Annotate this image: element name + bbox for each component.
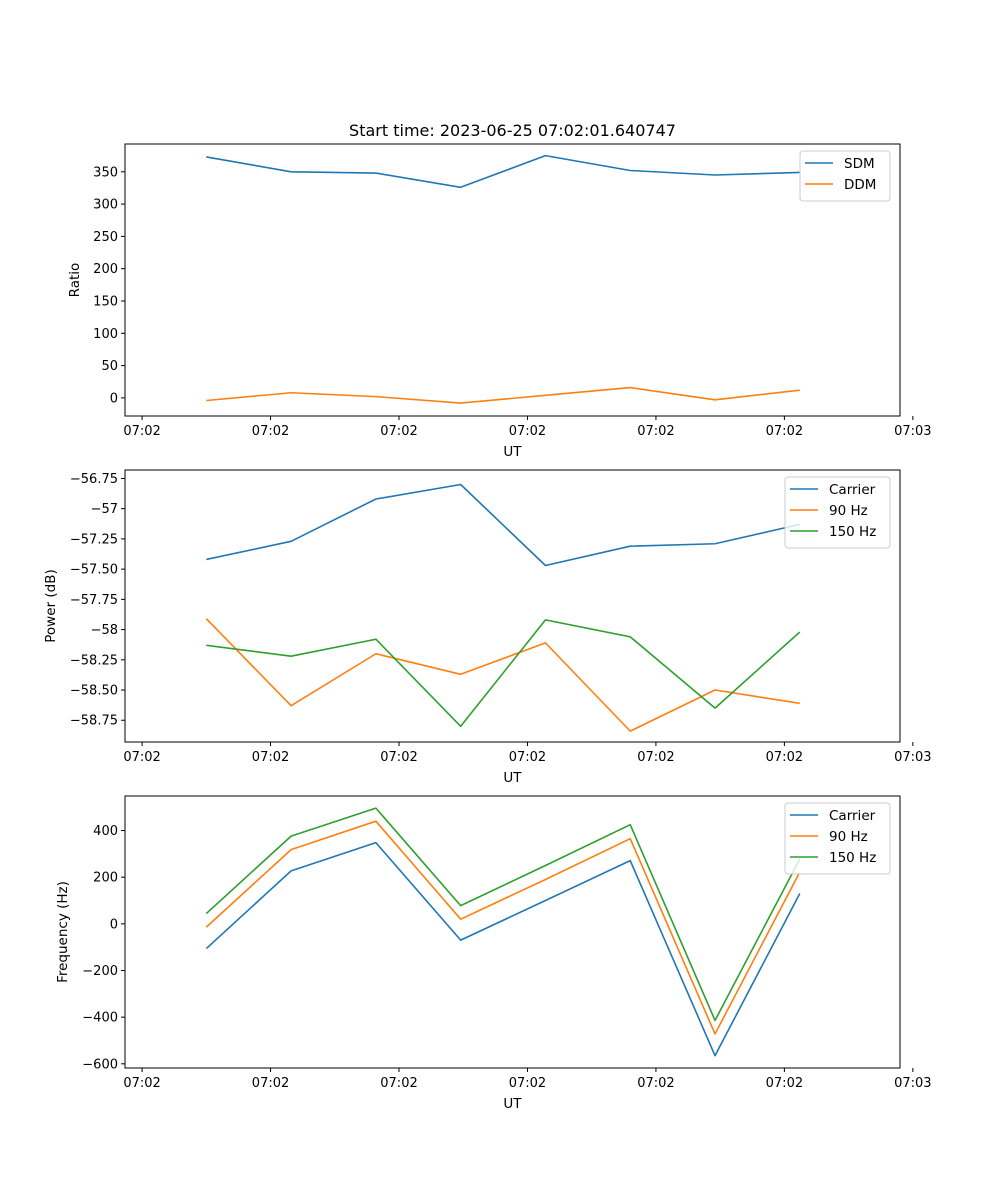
x-tick-label: 07:02 xyxy=(637,1076,674,1091)
y-axis-label: Ratio xyxy=(67,263,83,298)
series-lines xyxy=(205,483,801,732)
y-tick-label: 400 xyxy=(93,824,118,839)
y-tick-label: −58.25 xyxy=(70,653,118,668)
series-lines xyxy=(206,154,800,404)
y-tick-label: 50 xyxy=(101,359,118,374)
x-tick-label: 07:02 xyxy=(380,1076,417,1091)
x-axis-label: UT xyxy=(503,444,522,460)
y-tick-label: 200 xyxy=(93,262,118,277)
figure-title: Start time: 2023-06-25 07:02:01.640747 xyxy=(349,121,676,140)
x-tick-label: 07:02 xyxy=(380,424,417,439)
legend: Carrier 90 Hz 150 Hz xyxy=(784,476,891,549)
y-tick-label: −57.75 xyxy=(70,593,118,608)
y-tick-label: −400 xyxy=(82,1011,118,1026)
legend-label: DDM xyxy=(844,177,876,193)
plots-container: 07:02 07:02 07:02 07:02 07:02 07:02 07:03 0 50 10… xyxy=(43,143,932,1112)
y-tick-label: 150 xyxy=(93,294,118,309)
series-line-90-hz xyxy=(205,618,800,732)
x-tick-label: 07:02 xyxy=(380,750,417,765)
x-tick-label: 07:02 xyxy=(509,424,546,439)
series-line-ddm xyxy=(206,386,800,404)
y-tick-label: 0 xyxy=(110,917,118,932)
legend-label: 90 Hz xyxy=(829,503,868,519)
legend-label: 90 Hz xyxy=(829,829,868,845)
y-tick-label: −58 xyxy=(91,623,118,638)
x-axis-label: UT xyxy=(503,1096,522,1112)
x-tick-label: 07:02 xyxy=(509,750,546,765)
y-tick-label: −57.25 xyxy=(70,532,118,547)
series-line-carrier xyxy=(205,841,801,1057)
y-tick-label: 300 xyxy=(93,198,118,213)
plot-area-frame xyxy=(124,795,901,1069)
chart-panel-2: 07:02 07:02 07:02 07:02 07:02 07:02 07:03 −58.7… xyxy=(43,469,932,786)
y-tick-label: −57.50 xyxy=(70,563,118,578)
legend-label: Carrier xyxy=(829,482,876,498)
x-tick-label: 07:02 xyxy=(252,424,289,439)
y-tick-label: 350 xyxy=(93,165,118,180)
legend: SDM DDM xyxy=(799,150,891,202)
y-tick-label: −200 xyxy=(82,964,118,979)
chart-panel-3: 07:02 07:02 07:02 07:02 07:02 07:02 07:03 −600 −… xyxy=(55,795,932,1112)
legend-label: 150 Hz xyxy=(829,850,876,866)
y-tick-label: −58.50 xyxy=(70,684,118,699)
x-tick-label: 07:03 xyxy=(894,750,931,765)
legend-label: SDM xyxy=(844,156,875,172)
x-tick-label: 07:02 xyxy=(766,1076,803,1091)
x-tick-label: 07:02 xyxy=(766,424,803,439)
x-tick-label: 07:02 xyxy=(252,750,289,765)
x-tick-label: 07:02 xyxy=(123,750,160,765)
x-tick-label: 07:02 xyxy=(252,1076,289,1091)
y-tick-label: −600 xyxy=(82,1057,118,1072)
y-tick-label: −56.75 xyxy=(70,472,118,487)
legend: Carrier 90 Hz 150 Hz xyxy=(784,802,891,875)
plot-area-frame xyxy=(124,143,901,417)
x-axis-label: UT xyxy=(503,770,522,786)
legend-label: Carrier xyxy=(829,808,876,824)
legend-label: 150 Hz xyxy=(829,524,876,540)
y-tick-label: 100 xyxy=(93,327,118,342)
x-tick-label: 07:02 xyxy=(123,424,160,439)
series-line-150-hz xyxy=(206,619,801,728)
y-tick-label: 250 xyxy=(93,230,118,245)
y-axis-label: Frequency (Hz) xyxy=(55,881,71,983)
x-tick-label: 07:02 xyxy=(637,424,674,439)
y-tick-label: 200 xyxy=(93,871,118,886)
x-tick-label: 07:03 xyxy=(894,1076,931,1091)
chart-panel-1: 07:02 07:02 07:02 07:02 07:02 07:02 07:03 0 50 10… xyxy=(67,143,932,460)
x-tick-label: 07:03 xyxy=(894,424,931,439)
x-tick-label: 07:02 xyxy=(766,750,803,765)
y-tick-label: −58.75 xyxy=(70,714,118,729)
y-tick-label: −57 xyxy=(91,502,118,517)
y-axis-label: Power (dB) xyxy=(43,569,59,642)
series-lines xyxy=(205,807,801,1057)
series-line-sdm xyxy=(206,154,800,189)
x-tick-label: 07:02 xyxy=(123,1076,160,1091)
series-line-90-hz xyxy=(205,820,801,1035)
series-line-carrier xyxy=(206,483,800,567)
series-line-150-hz xyxy=(205,807,801,1022)
plot-area-frame xyxy=(124,469,901,743)
y-tick-label: 0 xyxy=(110,391,118,406)
x-tick-label: 07:02 xyxy=(509,1076,546,1091)
x-tick-label: 07:02 xyxy=(637,750,674,765)
